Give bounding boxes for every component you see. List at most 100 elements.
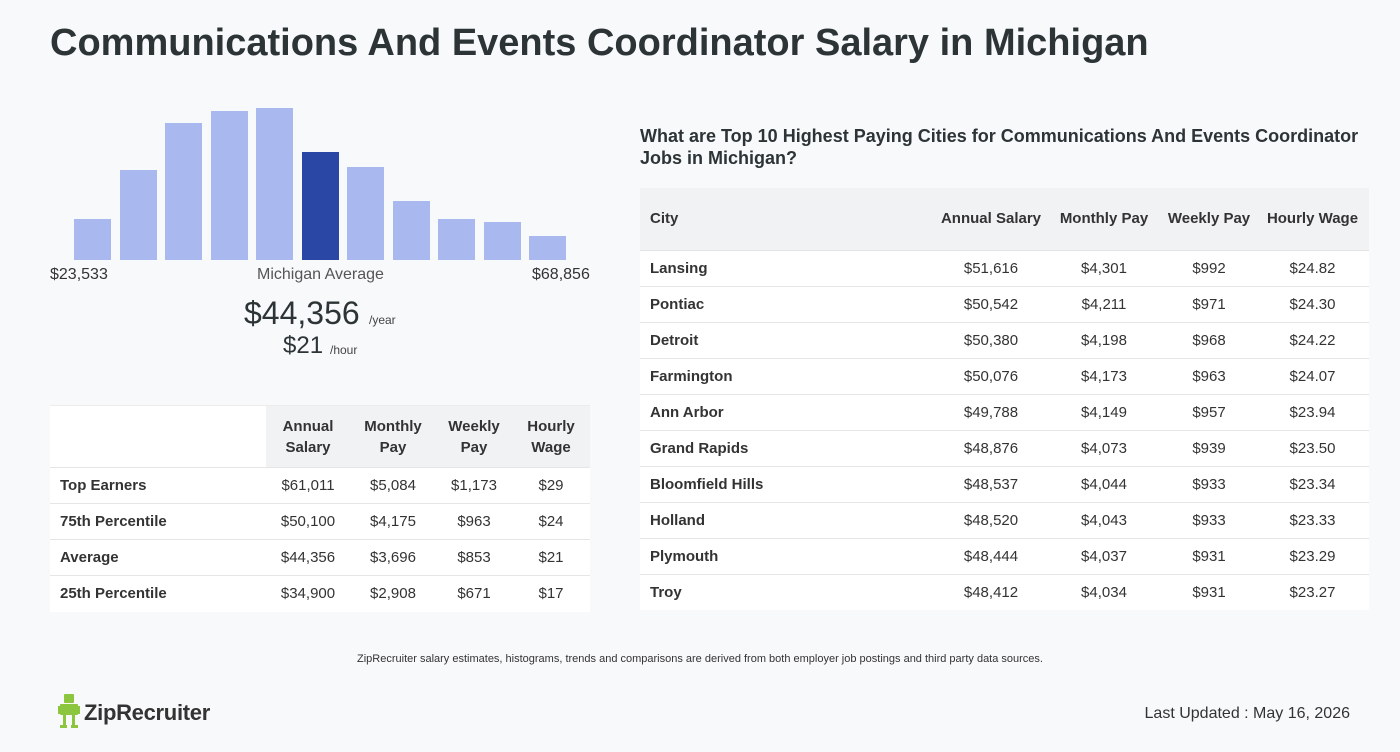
- table-cell: $931: [1162, 537, 1256, 574]
- city-row: Holland $48,520 $4,043 $933 $23.33: [640, 501, 1369, 538]
- table-cell: $23.27: [1256, 573, 1369, 610]
- table-cell: $4,301: [1046, 249, 1162, 286]
- city-name: Plymouth: [640, 537, 936, 574]
- top-cities-table: City Annual Salary Monthly Pay Weekly Pa…: [640, 188, 1369, 610]
- city-name: Detroit: [640, 321, 936, 358]
- row-label: Top Earners: [50, 467, 266, 504]
- table-cell: $17: [512, 575, 590, 612]
- histogram-bar-average: [301, 152, 339, 260]
- header-hourly-wage: Hourly Wage: [1256, 188, 1369, 251]
- ziprecruiter-mascot-icon: [58, 693, 80, 733]
- table-cell: $29: [512, 467, 590, 504]
- top-cities-heading: What are Top 10 Highest Paying Cities fo…: [640, 126, 1359, 168]
- table-cell: $4,034: [1046, 573, 1162, 610]
- table-cell: $50,542: [936, 285, 1046, 322]
- table-row: Average $44,356 $3,696 $853 $21: [50, 539, 590, 576]
- table-cell: $4,044: [1046, 465, 1162, 502]
- city-name: Ann Arbor: [640, 393, 936, 430]
- header-monthly-pay: Monthly Pay: [1046, 188, 1162, 251]
- page-title: Communications And Events Coordinator Sa…: [50, 22, 1149, 64]
- table-cell: $48,444: [936, 537, 1046, 574]
- header-annual-salary: Annual Salary: [936, 188, 1046, 251]
- ziprecruiter-logo-text: ZipRecruiter: [84, 700, 210, 725]
- histogram-bar: [438, 219, 475, 260]
- city-row: Detroit $50,380 $4,198 $968 $24.22: [640, 321, 1369, 358]
- table-cell: $48,537: [936, 465, 1046, 502]
- table-cell: $24.22: [1256, 321, 1369, 358]
- city-row: Lansing $51,616 $4,301 $992 $24.82: [640, 249, 1369, 286]
- header-weekly-pay: Weekly Pay: [436, 405, 512, 468]
- table-cell: $50,076: [936, 357, 1046, 394]
- row-label: Average: [50, 539, 266, 576]
- table-cell: $44,356: [266, 539, 350, 576]
- table-cell: $671: [436, 575, 512, 612]
- table-cell: $853: [436, 539, 512, 576]
- histogram-average-label: Michigan Average: [257, 266, 384, 283]
- table-cell: $23.29: [1256, 537, 1369, 574]
- table-cell: $4,043: [1046, 501, 1162, 538]
- table-cell: $23.33: [1256, 501, 1369, 538]
- ziprecruiter-logo[interactable]: ZipRecruiter: [58, 693, 210, 733]
- city-name: Lansing: [640, 249, 936, 286]
- city-name: Bloomfield Hills: [640, 465, 936, 502]
- table-cell: $963: [1162, 357, 1256, 394]
- data-source-footnote: ZipRecruiter salary estimates, histogram…: [357, 653, 1043, 665]
- table-cell: $23.50: [1256, 429, 1369, 466]
- histogram-bar: [119, 170, 157, 260]
- row-label: 75th Percentile: [50, 503, 266, 540]
- table-cell: $4,037: [1046, 537, 1162, 574]
- table-cell: $24.30: [1256, 285, 1369, 322]
- table-cell: $24.82: [1256, 249, 1369, 286]
- table-cell: $51,616: [936, 249, 1046, 286]
- table-cell: $21: [512, 539, 590, 576]
- header-weekly-pay: Weekly Pay: [1162, 188, 1256, 251]
- header-annual-salary: Annual Salary: [266, 405, 350, 468]
- histogram-bar: [165, 123, 202, 260]
- table-cell: $2,908: [350, 575, 436, 612]
- city-name: Pontiac: [640, 285, 936, 322]
- table-cell: $48,520: [936, 501, 1046, 538]
- table-cell: $23.34: [1256, 465, 1369, 502]
- table-row: 25th Percentile $34,900 $2,908 $671 $17: [50, 575, 590, 612]
- histogram-max-label: $68,856: [532, 266, 590, 283]
- table-cell: $50,380: [936, 321, 1046, 358]
- city-name: Grand Rapids: [640, 429, 936, 466]
- table-row: Top Earners $61,011 $5,084 $1,173 $29: [50, 467, 590, 504]
- header-hourly-wage: Hourly Wage: [512, 405, 590, 468]
- table-cell: $61,011: [266, 467, 350, 504]
- table-cell: $957: [1162, 393, 1256, 430]
- table-cell: $48,412: [936, 573, 1046, 610]
- city-row: Grand Rapids $48,876 $4,073 $939 $23.50: [640, 429, 1369, 466]
- table-cell: $992: [1162, 249, 1256, 286]
- histogram-bar: [256, 108, 293, 260]
- histogram-min-label: $23,533: [50, 266, 108, 283]
- table-cell: $963: [436, 503, 512, 540]
- table-cell: $49,788: [936, 393, 1046, 430]
- table-row: 75th Percentile $50,100 $4,175 $963 $24: [50, 503, 590, 540]
- table-cell: $24.07: [1256, 357, 1369, 394]
- last-updated: Last Updated : May 16, 2026: [1144, 705, 1350, 722]
- table-cell: $4,198: [1046, 321, 1162, 358]
- city-name: Troy: [640, 573, 936, 610]
- average-yearly-unit: /year: [369, 313, 396, 327]
- table-cell: $931: [1162, 573, 1256, 610]
- table-cell: $3,696: [350, 539, 436, 576]
- salary-histogram: [50, 98, 590, 260]
- average-hourly-wage: $21: [283, 332, 324, 359]
- city-name: Farmington: [640, 357, 936, 394]
- histogram-bar: [529, 236, 566, 260]
- histogram-bar: [210, 111, 248, 260]
- city-row: Farmington $50,076 $4,173 $963 $24.07: [640, 357, 1369, 394]
- table-cell: $968: [1162, 321, 1256, 358]
- row-label: 25th Percentile: [50, 575, 266, 612]
- histogram-bar: [347, 167, 384, 260]
- histogram-bar: [74, 219, 111, 260]
- table-cell: $24: [512, 503, 590, 540]
- histogram-bar: [483, 222, 521, 260]
- city-row: Bloomfield Hills $48,537 $4,044 $933 $23.34: [640, 465, 1369, 502]
- percentile-table: Annual Salary Monthly Pay Weekly Pay Hou…: [50, 405, 590, 612]
- table-cell: $4,175: [350, 503, 436, 540]
- percentile-table-corner: [50, 405, 266, 468]
- histogram-bar: [392, 201, 430, 260]
- table-cell: $939: [1162, 429, 1256, 466]
